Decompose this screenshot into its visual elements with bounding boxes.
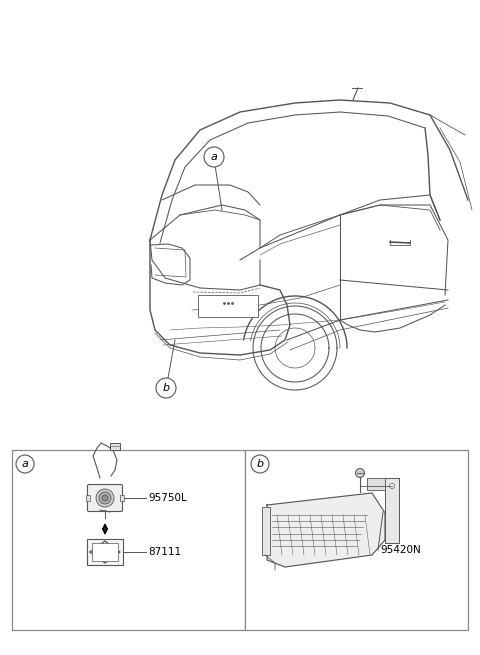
Circle shape <box>96 489 114 507</box>
FancyBboxPatch shape <box>87 485 122 512</box>
Bar <box>198 295 258 317</box>
Bar <box>120 495 124 501</box>
Text: b: b <box>256 459 264 469</box>
Text: a: a <box>22 459 28 469</box>
Circle shape <box>356 468 364 477</box>
Bar <box>262 507 270 555</box>
Circle shape <box>204 147 224 167</box>
Bar <box>92 543 118 561</box>
Circle shape <box>99 492 111 504</box>
Circle shape <box>251 455 269 473</box>
Circle shape <box>156 378 176 398</box>
Text: 95750L: 95750L <box>148 493 187 503</box>
Circle shape <box>102 495 108 501</box>
Bar <box>12 450 245 630</box>
Polygon shape <box>267 493 385 567</box>
Bar <box>86 495 90 501</box>
Text: 95420N: 95420N <box>380 545 421 555</box>
Bar <box>385 478 399 543</box>
Bar <box>367 478 385 490</box>
Text: b: b <box>162 383 169 393</box>
Text: a: a <box>211 152 217 162</box>
Bar <box>245 450 468 630</box>
Bar <box>87 539 123 565</box>
Circle shape <box>16 455 34 473</box>
Bar <box>110 443 120 450</box>
Circle shape <box>389 483 395 489</box>
Text: 87111: 87111 <box>148 547 181 557</box>
